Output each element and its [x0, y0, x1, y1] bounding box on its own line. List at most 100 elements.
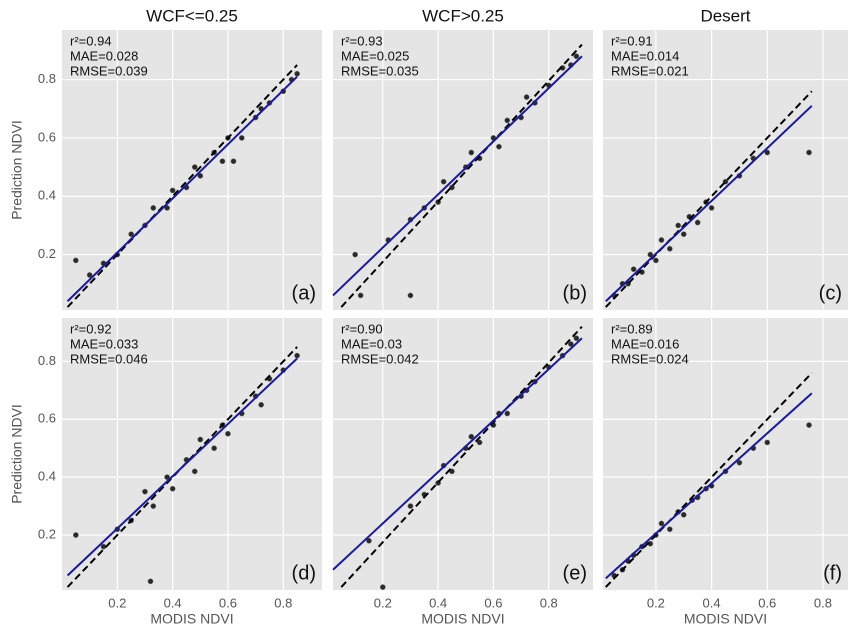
point: [708, 205, 715, 211]
point: [294, 70, 300, 77]
identity-line: [605, 90, 813, 308]
x-tick-label: 0.8: [814, 595, 832, 610]
point: [736, 459, 743, 466]
x-tick-label: 0.6: [484, 595, 502, 610]
point: [169, 485, 176, 492]
stat-annotation: MAE=0.033: [70, 336, 138, 351]
stat-annotation: RMSE=0.035: [341, 63, 419, 78]
point: [504, 117, 511, 124]
point: [568, 341, 574, 347]
stat-annotation: MAE=0.016: [611, 336, 679, 351]
stat-annotation: MAE=0.028: [70, 48, 138, 63]
identity-line: [66, 64, 298, 308]
point: [468, 149, 475, 156]
x-tick-label: 0.6: [758, 595, 776, 610]
x-tick-label: 0.4: [164, 595, 182, 610]
point: [72, 257, 79, 264]
fit-line: [66, 75, 298, 302]
point: [379, 584, 386, 590]
point: [197, 172, 204, 179]
panel-title: Desert: [700, 6, 750, 25]
panel-label: (c): [819, 282, 842, 304]
point: [764, 439, 771, 446]
point: [476, 439, 483, 446]
x-tick-label: 0.8: [540, 595, 558, 610]
panel-title: WCF>0.25: [422, 6, 504, 25]
point: [573, 53, 580, 60]
identity-line: [605, 372, 813, 588]
point: [468, 433, 475, 440]
point: [504, 410, 511, 417]
x-tick-label: 0.4: [429, 595, 447, 610]
point: [197, 436, 204, 443]
y-axis-label: Prediction NDVI: [9, 120, 25, 220]
stat-annotation: r²=0.94: [70, 33, 112, 48]
fit-line: [332, 337, 583, 571]
x-axis-label: MODIS NDVI: [684, 611, 767, 627]
point: [294, 352, 300, 359]
point: [407, 503, 414, 509]
y-tick-label: 0.6: [38, 411, 56, 426]
fit-line: [332, 55, 583, 297]
y-tick-label: 0.8: [38, 353, 56, 368]
point: [806, 422, 812, 428]
stat-annotation: RMSE=0.021: [611, 63, 689, 78]
x-tick-label: 0.2: [374, 595, 392, 610]
point: [666, 526, 673, 533]
stat-annotation: r²=0.89: [611, 321, 653, 336]
plot-area: [603, 30, 848, 310]
panel-label: (b): [563, 282, 587, 304]
point: [142, 488, 148, 495]
x-tick-label: 0.2: [108, 595, 126, 610]
point: [191, 164, 198, 170]
point: [694, 219, 701, 226]
x-tick-label: 0.2: [647, 595, 665, 610]
point: [258, 401, 264, 408]
panel-label: (a): [292, 282, 316, 304]
panel-label: (e): [563, 562, 587, 584]
x-tick-label: 0.4: [703, 595, 721, 610]
identity-line: [340, 326, 583, 588]
point: [680, 511, 687, 518]
point: [86, 272, 93, 278]
point: [764, 149, 771, 156]
y-tick-label: 0.6: [38, 129, 56, 144]
point: [72, 532, 79, 538]
point: [366, 537, 372, 544]
point: [675, 222, 682, 229]
point: [653, 257, 659, 264]
point: [680, 231, 687, 238]
point: [573, 335, 580, 342]
point: [128, 231, 134, 238]
x-tick-label: 0.6: [219, 595, 237, 610]
y-tick-label: 0.4: [38, 188, 56, 203]
point: [150, 205, 157, 211]
stat-annotation: RMSE=0.039: [70, 63, 148, 78]
identity-line: [340, 43, 583, 308]
panel-title: WCF<=0.25: [146, 6, 238, 25]
point: [630, 266, 637, 273]
point: [647, 251, 654, 258]
point: [219, 158, 226, 165]
stat-annotation: RMSE=0.042: [341, 351, 419, 366]
point: [523, 94, 530, 100]
x-axis-label: MODIS NDVI: [421, 611, 504, 627]
stat-annotation: r²=0.93: [341, 33, 383, 48]
stat-annotation: r²=0.90: [341, 321, 383, 336]
point: [496, 143, 502, 150]
stat-annotation: r²=0.91: [611, 33, 653, 48]
point: [352, 251, 358, 258]
y-tick-label: 0.8: [38, 71, 56, 86]
point: [440, 178, 447, 185]
y-axis-label: Prediction NDVI: [9, 404, 25, 504]
point: [147, 578, 154, 585]
y-tick-label: 0.2: [38, 246, 56, 261]
point: [211, 445, 217, 452]
stat-annotation: MAE=0.03: [341, 336, 402, 351]
x-tick-label: 0.8: [274, 595, 292, 610]
point: [164, 474, 170, 480]
point: [806, 149, 812, 156]
y-tick-label: 0.2: [38, 526, 56, 541]
point: [449, 184, 455, 191]
